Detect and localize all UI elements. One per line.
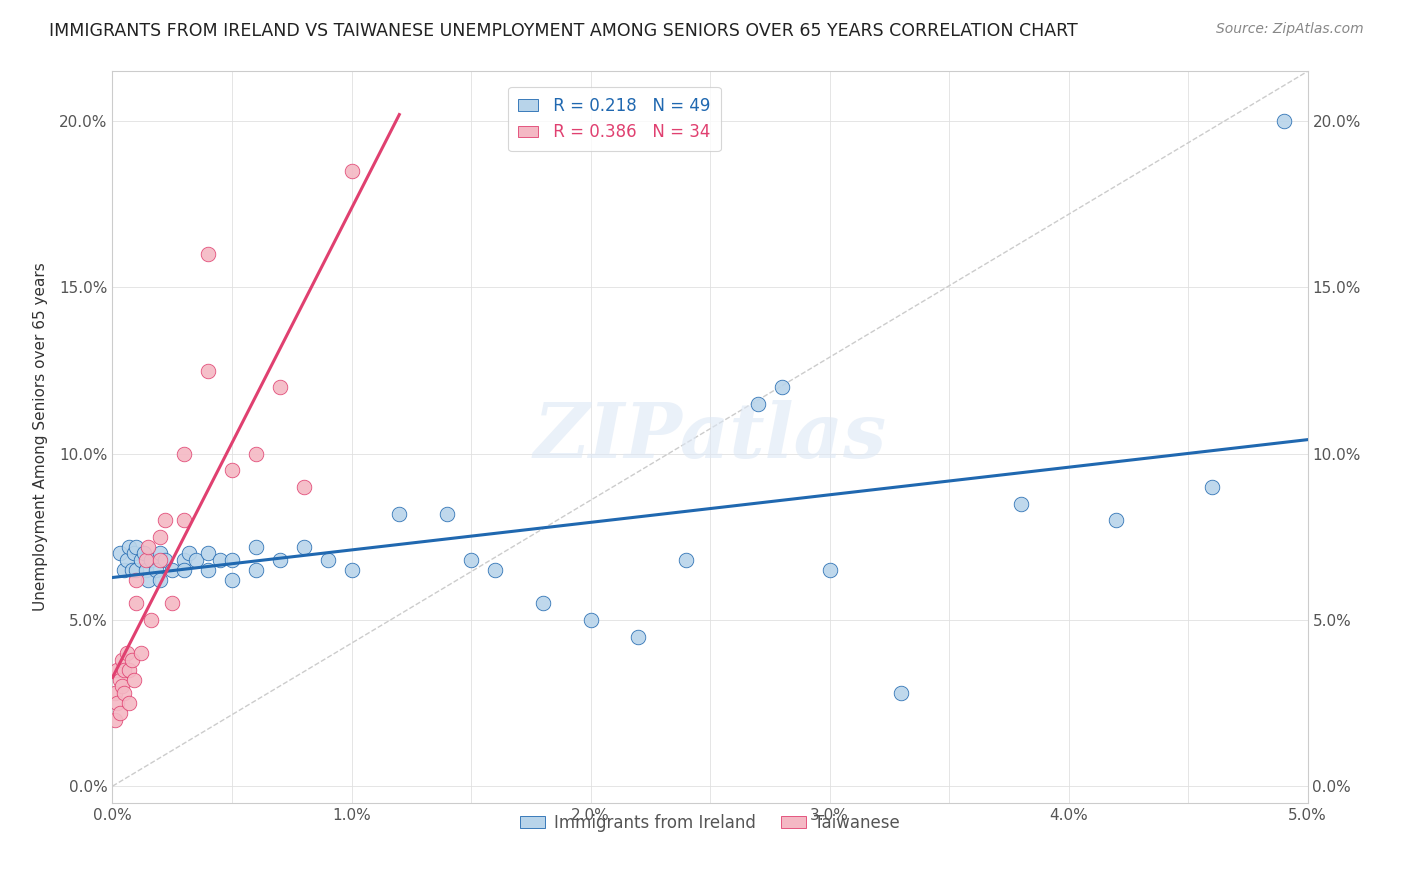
Point xyxy=(221,463,243,477)
Point xyxy=(316,553,339,567)
Point xyxy=(460,553,482,567)
Point xyxy=(221,573,243,587)
Point xyxy=(104,713,127,727)
Point xyxy=(197,563,219,577)
Point xyxy=(197,363,219,377)
Text: Source: ZipAtlas.com: Source: ZipAtlas.com xyxy=(1216,22,1364,37)
Point xyxy=(890,686,912,700)
Point xyxy=(197,247,219,261)
Legend: Immigrants from Ireland, Taiwanese: Immigrants from Ireland, Taiwanese xyxy=(513,807,907,838)
Point xyxy=(173,563,195,577)
Point xyxy=(111,680,134,694)
Point xyxy=(135,563,157,577)
Point xyxy=(579,613,602,627)
Point xyxy=(114,663,135,677)
Point xyxy=(114,686,135,700)
Point xyxy=(1272,114,1295,128)
Point xyxy=(108,673,131,687)
Point xyxy=(139,613,162,627)
Point xyxy=(269,553,291,567)
Text: ZIPatlas: ZIPatlas xyxy=(533,401,887,474)
Point xyxy=(388,507,411,521)
Point xyxy=(245,447,267,461)
Point xyxy=(627,630,650,644)
Point xyxy=(132,546,155,560)
Point xyxy=(818,563,841,577)
Point xyxy=(221,553,243,567)
Point xyxy=(135,553,157,567)
Point xyxy=(340,164,363,178)
Point xyxy=(173,553,195,567)
Point xyxy=(162,596,183,610)
Point xyxy=(484,563,506,577)
Point xyxy=(149,530,172,544)
Point xyxy=(114,563,135,577)
Point xyxy=(105,696,128,710)
Point xyxy=(770,380,793,394)
Point xyxy=(173,513,195,527)
Point xyxy=(104,686,127,700)
Point xyxy=(747,397,769,411)
Point xyxy=(118,696,141,710)
Point xyxy=(139,553,162,567)
Point xyxy=(138,540,160,554)
Point xyxy=(125,563,148,577)
Point xyxy=(1010,497,1032,511)
Point xyxy=(122,673,145,687)
Point xyxy=(245,563,267,577)
Point xyxy=(122,546,145,560)
Point xyxy=(162,563,183,577)
Point xyxy=(115,553,138,567)
Point xyxy=(121,653,143,667)
Point xyxy=(149,553,172,567)
Point xyxy=(209,553,232,567)
Point xyxy=(111,653,134,667)
Point xyxy=(436,507,458,521)
Point xyxy=(197,546,219,560)
Point xyxy=(153,513,176,527)
Point xyxy=(149,546,172,560)
Point xyxy=(245,540,267,554)
Point xyxy=(118,663,141,677)
Point xyxy=(340,563,363,577)
Point xyxy=(118,540,141,554)
Point xyxy=(121,563,143,577)
Point xyxy=(186,553,208,567)
Point xyxy=(115,646,138,660)
Point xyxy=(105,663,128,677)
Point xyxy=(269,380,291,394)
Point xyxy=(1105,513,1128,527)
Point xyxy=(138,573,160,587)
Point xyxy=(125,596,148,610)
Point xyxy=(129,646,152,660)
Point xyxy=(1201,480,1223,494)
Point xyxy=(292,540,315,554)
Point xyxy=(292,480,315,494)
Point xyxy=(173,447,195,461)
Point xyxy=(125,573,148,587)
Text: IMMIGRANTS FROM IRELAND VS TAIWANESE UNEMPLOYMENT AMONG SENIORS OVER 65 YEARS CO: IMMIGRANTS FROM IRELAND VS TAIWANESE UNE… xyxy=(49,22,1078,40)
Point xyxy=(125,540,148,554)
Point xyxy=(149,573,172,587)
Point xyxy=(108,706,131,720)
Point xyxy=(177,546,200,560)
Point xyxy=(108,546,131,560)
Point xyxy=(153,553,176,567)
Point xyxy=(129,553,152,567)
Point xyxy=(145,563,167,577)
Point xyxy=(675,553,697,567)
Point xyxy=(531,596,554,610)
Y-axis label: Unemployment Among Seniors over 65 years: Unemployment Among Seniors over 65 years xyxy=(34,263,48,611)
